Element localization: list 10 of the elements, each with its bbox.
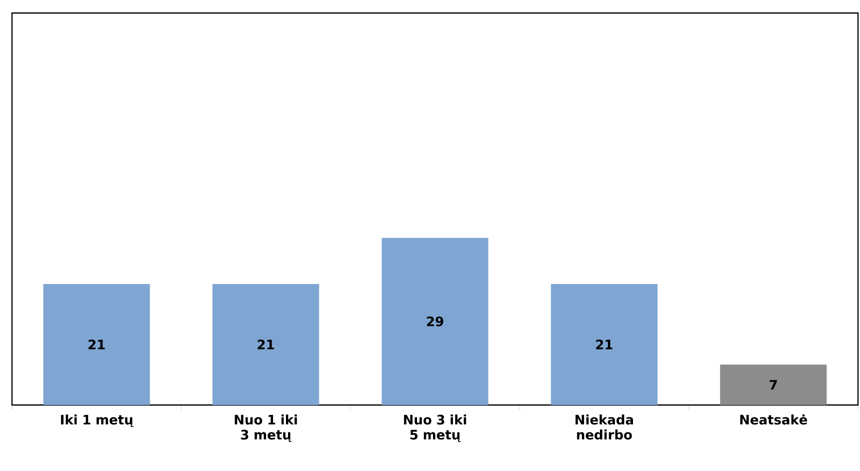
- data-label: 21: [596, 340, 612, 350]
- data-label: 29: [426, 316, 444, 326]
- data-label: 21: [88, 340, 105, 350]
- data-label: 21: [258, 340, 274, 350]
- data-label: 7: [770, 380, 777, 390]
- x-tick-label: Neatsakė: [740, 414, 808, 425]
- x-tick-label: Niekada nedirbo: [576, 414, 634, 440]
- x-tick-label: Nuo 1 iki 3 metų: [234, 414, 297, 442]
- x-tick-label: Iki 1 metų: [61, 414, 134, 427]
- x-tick-label: Nuo 3 iki 5 metų: [404, 414, 466, 442]
